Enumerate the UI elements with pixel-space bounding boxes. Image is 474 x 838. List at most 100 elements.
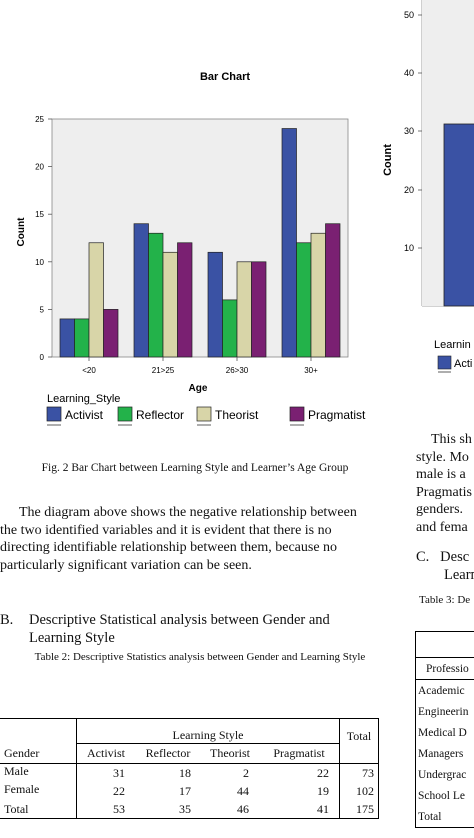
right-legend-title: Learnin [434,339,471,351]
right-legend-item: Acti [454,358,472,370]
bar-reflector-1 [148,232,164,358]
x-tick-label: 26>30 [226,366,249,375]
table-cell: 2 [243,765,249,780]
right-table-row: Total [415,806,474,828]
bar-reflector-0 [74,318,90,358]
right-y-tick-label: 20 [404,185,414,195]
right-table-row-label: Engineerin [415,701,474,722]
table-row-label: Total [0,800,77,819]
table-cell: 41 [259,800,340,819]
right-paragraph: This sh style. Mo male is a Pragmatis ge… [416,431,474,536]
table-col-header: Activist [76,743,135,764]
right-paragraph-line: Pragmatis [416,484,472,500]
right-paragraph-line: This sh [431,432,472,447]
y-tick-label: 5 [40,305,45,314]
table-row-header: Gender [0,743,77,764]
section-number: B. [0,612,14,628]
right-table-top-row [415,631,474,658]
table-cell [339,743,379,764]
legend-label-reflector: Reflector [136,408,184,422]
legend-label-activist: Activist [65,408,104,422]
bar-chart: 0 5 10 15 20 25 <20 21>25 26>30 30+ Bar Chart Co… [16,71,366,426]
legend-swatch-activist [46,406,62,422]
paragraph-line: directing identifiable relationship betw… [0,540,338,555]
section-title-line: Descriptive Statistical analysis between… [29,612,330,628]
right-table-row: Medical D [415,722,474,743]
section-title-line: Learning Style [29,630,115,646]
table-cell: 18 [179,765,191,780]
bar-reflector-3 [296,242,312,358]
x-tick-label: 21>25 [152,366,175,375]
bar-theorist-0 [88,242,104,358]
right-table-header: Professio [415,657,474,680]
right-table-row-label: Medical D [415,722,474,743]
table-row-label: Female [0,782,77,800]
right-y-tick-label: 50 [404,10,414,20]
table-cell: 22 [259,763,340,782]
right-section-line: Learn [444,567,474,583]
right-y-tick-label: 40 [404,68,414,78]
bar-theorist-1 [162,251,178,358]
table-cell: 44 [237,783,249,798]
bar-pragmatist-3 [325,223,341,358]
right-table-row: Engineerin [415,701,474,722]
right-table-row: Undergrac [415,764,474,785]
table-cell: 22 [113,783,125,798]
bar-activist-1 [133,223,149,358]
right-table-row-label: School Le [415,785,474,806]
table-cell: 46 [201,800,259,819]
table-total-cell: 175 [339,800,379,819]
right-section-heading: C. Desc Learn [416,548,474,584]
right-table-row-label: Managers [415,743,474,764]
legend-swatch-reflector [117,406,133,422]
y-tick-label: 25 [35,115,44,124]
table-group-header: Learning Style [76,718,340,744]
table-total-header: Total [339,718,379,744]
right-chart-fragment: 10 20 30 40 50 Count Learnin Acti [382,0,474,373]
table-cell: 35 [135,800,201,819]
right-paragraph-line: and fema [416,519,468,535]
right-paragraph-line: genders. [416,502,464,517]
right-table-row: Managers [415,743,474,764]
table-row: Male 31 18 2 22 73 [0,763,379,782]
table-cell: 19 [259,782,340,800]
bar-theorist-2 [236,261,252,358]
right-legend-swatch [437,355,452,370]
paragraph-line: the two identified variables and it is e… [0,522,332,538]
y-tick-label: 20 [35,163,44,172]
bar-pragmatist-2 [251,261,267,358]
right-table-row-label: Total [415,806,474,828]
bar-theorist-3 [310,232,326,358]
body-paragraph: The diagram above shows the negative rel… [0,504,400,574]
section-title: Descriptive Statistical analysis between… [29,611,379,647]
table-col-header: Pragmatist [259,743,340,764]
bar-activist-2 [207,251,223,358]
right-y-tick-label: 30 [404,126,414,136]
right-table-row-label: Academic [415,679,474,701]
gender-learning-style-table: Learning Style Total Gender Activist Ref… [0,718,379,819]
table-row: Female 22 17 44 19 102 [0,782,379,800]
legend-label-theorist: Theorist [215,408,259,422]
table-subheader-row: Gender Activist Reflector Theorist Pragm… [0,743,379,764]
y-tick-label: 10 [35,258,44,267]
x-tick-label: <20 [82,366,96,375]
table-row-label: Male [0,763,77,782]
right-table-cell [415,631,474,658]
table-cell: 53 [76,800,135,819]
bar-activist-3 [281,128,297,358]
right-table-row-label: Undergrac [415,764,474,785]
section-heading: B. Descriptive Statistical analysis betw… [0,611,380,651]
right-section-line: C. Desc [416,549,470,565]
table-corner-cell [0,718,77,744]
legend-swatch-theorist [196,406,212,422]
table-cell: 31 [113,765,125,780]
right-paragraph-line: style. Mo [416,449,469,465]
profession-table-fragment: Professio Academic Engineerin Medical D … [415,631,474,828]
right-paragraph-line: male is a [416,467,466,482]
table-cell: 17 [179,783,191,798]
right-table-row: School Le [415,785,474,806]
bar-activist-0 [59,318,75,358]
bar-reflector-2 [222,299,238,358]
right-chart-bar [443,123,474,307]
right-table-caption: Table 3: De [419,594,471,606]
